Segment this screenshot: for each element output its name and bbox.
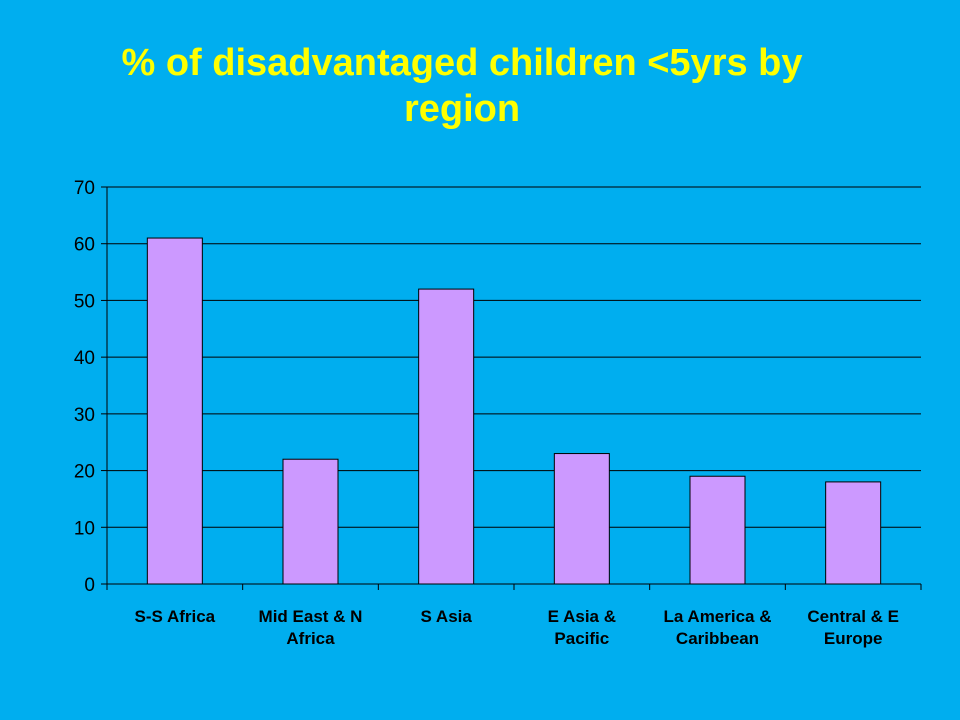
y-tick-labels: 0 10 20 30 40 50 60 70	[74, 178, 95, 596]
chart-title: % of disadvantaged children <5yrs by reg…	[0, 40, 924, 132]
x-category-label: S Asia	[420, 607, 472, 626]
x-category-label: La America &	[663, 607, 771, 626]
x-category-label: E Asia &	[548, 607, 616, 626]
y-tick-label: 50	[74, 291, 95, 312]
x-category-label: Caribbean	[676, 629, 759, 648]
axes	[101, 186, 922, 590]
y-tick-label: 70	[74, 178, 95, 199]
bars	[146, 237, 882, 585]
y-tick-label: 10	[74, 518, 95, 539]
x-category-label: Mid East & N	[259, 607, 363, 626]
chart-title-line-2: region	[403, 88, 521, 130]
bar	[282, 458, 339, 585]
bar	[689, 475, 746, 585]
bar	[553, 453, 610, 585]
x-category-label: S-S Africa	[135, 607, 216, 626]
x-category-label: Africa	[286, 629, 335, 648]
gridlines	[107, 186, 921, 528]
y-tick-label: 60	[74, 235, 95, 256]
x-category-label: Pacific	[554, 629, 609, 648]
y-tick-label: 20	[74, 462, 95, 483]
y-tick-label: 30	[74, 405, 95, 426]
x-category-label: Central & E	[807, 607, 899, 626]
chart-title-line-1: % of disadvantaged children <5yrs by	[121, 42, 803, 84]
bar	[146, 237, 203, 585]
y-tick-label: 0	[84, 575, 95, 596]
y-tick-label: 40	[74, 348, 95, 369]
bar	[825, 481, 882, 585]
x-category-label: Europe	[824, 629, 883, 648]
x-category-labels: S-S Africa Mid East & N Africa S Asia E Asia…	[135, 607, 899, 648]
bar	[418, 288, 475, 585]
